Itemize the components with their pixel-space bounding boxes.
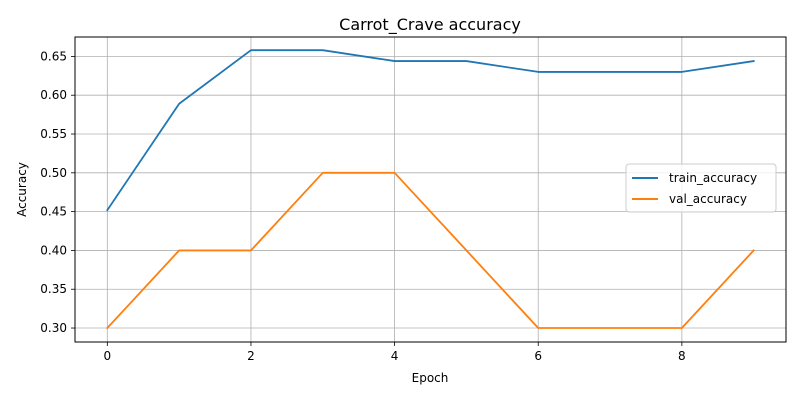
legend-label-val: val_accuracy — [669, 192, 747, 206]
y-tick-label: 0.30 — [40, 321, 67, 335]
x-tick-label: 8 — [678, 349, 686, 363]
x-tick-label: 2 — [247, 349, 255, 363]
y-tick-label: 0.35 — [40, 282, 67, 296]
x-tick-label: 0 — [103, 349, 111, 363]
legend-label-train: train_accuracy — [669, 171, 757, 185]
y-axis-label: Accuracy — [15, 162, 29, 217]
x-axis-label: Epoch — [412, 371, 449, 385]
axis-ticks: 0 2 4 6 8 0.30 0.35 0.40 0.45 0.50 0.55 0.60 0.65 — [40, 49, 685, 363]
chart-title: Carrot_Crave accuracy — [339, 15, 521, 35]
legend: train_accuracy val_accuracy — [625, 163, 777, 213]
series-line-val-accuracy — [106, 171, 755, 330]
y-tick-label: 0.45 — [40, 205, 67, 219]
series-lines — [106, 49, 755, 330]
y-tick-label: 0.40 — [40, 243, 67, 257]
plot-frame — [74, 36, 787, 343]
legend-box — [625, 163, 777, 213]
series-line-train-accuracy — [106, 49, 755, 212]
y-tick-label: 0.55 — [40, 127, 67, 141]
y-tick-label: 0.50 — [40, 166, 67, 180]
x-tick-label: 6 — [534, 349, 542, 363]
y-tick-label: 0.65 — [40, 49, 67, 63]
y-tick-label: 0.60 — [40, 88, 67, 102]
x-tick-label: 4 — [391, 349, 399, 363]
